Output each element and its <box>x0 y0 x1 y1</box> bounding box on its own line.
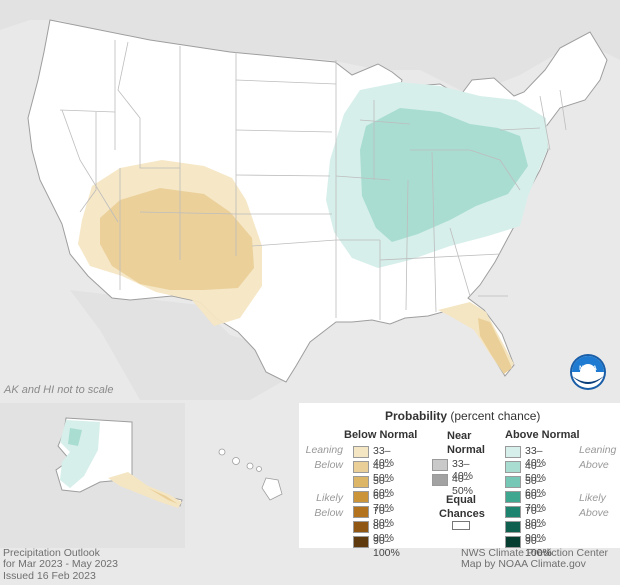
below-normal-swatch <box>353 476 369 488</box>
likely-above-line2: Above <box>579 507 609 519</box>
near-normal-label: 40–50% <box>452 473 474 497</box>
alaska-above-patch-inner <box>68 428 82 446</box>
likely-below-line2: Below <box>314 507 343 519</box>
alaska-below-patch-inner <box>148 488 178 504</box>
below-normal-label: 90–100% <box>373 535 400 559</box>
below-normal-label: 50–60% <box>373 475 395 499</box>
leaning-below-line1: Leaning <box>305 444 343 456</box>
below-normal-swatch <box>353 521 369 533</box>
below-normal-label: 70–80% <box>373 505 395 529</box>
florida-below-normal-40-50 <box>478 318 512 374</box>
above-normal-swatch <box>505 446 521 458</box>
below-normal-swatch <box>353 491 369 503</box>
above-normal-header: Above Normal <box>505 429 580 441</box>
leaning-above-line2: Above <box>579 459 609 471</box>
above-normal-label: 40–50% <box>525 460 547 484</box>
below-normal-header: Below Normal <box>344 429 418 441</box>
scale-note: AK and HI not to scale <box>4 384 114 396</box>
footer-right: NWS Climate Prediction Center Map by NOA… <box>461 547 609 571</box>
legend-panel: Probability (percent chance) Below Norma… <box>299 403 620 559</box>
above-normal-label: 70–80% <box>525 505 547 529</box>
above-normal-swatch <box>505 461 521 473</box>
noaa-logo: NOAA <box>570 354 606 390</box>
hawaii-inset <box>188 403 297 548</box>
near-normal-swatch <box>432 459 448 471</box>
near-header-line2: Normal <box>447 444 485 456</box>
equal-line1: Equal <box>446 494 476 506</box>
canada-land <box>0 0 620 95</box>
above-normal-label: 60–70% <box>525 490 547 514</box>
equal-chances-label: Equal Chances <box>439 493 485 521</box>
footer-left-line1: Precipitation Outlook <box>3 547 100 559</box>
state-borders <box>59 40 567 320</box>
above-normal-label: 90–100% <box>525 535 552 559</box>
below-normal-swatch <box>353 506 369 518</box>
below-normal-label: 33–40% <box>373 445 395 469</box>
mexico-land <box>70 290 285 400</box>
likely-above-label: Likely Above <box>579 491 609 521</box>
alaska-below-patch <box>108 472 182 508</box>
above-normal-swatch <box>505 476 521 488</box>
ohio-valley-above-normal-40-50 <box>360 108 528 242</box>
footer-left: Precipitation Outlook for Mar 2023 - May… <box>3 547 118 582</box>
above-normal-label: 33–40% <box>525 445 547 469</box>
below-normal-swatch <box>353 446 369 458</box>
near-normal-label: 33–40% <box>452 458 474 482</box>
equal-line2: Chances <box>439 508 485 520</box>
leaning-below-label: Leaning Below <box>301 443 343 473</box>
below-normal-swatch <box>353 536 369 548</box>
above-normal-label: 80–90% <box>525 520 547 544</box>
below-normal-label: 60–70% <box>373 490 395 514</box>
below-normal-label: 40–50% <box>373 460 395 484</box>
leaning-above-line1: Leaning <box>579 444 617 456</box>
below-normal-swatch <box>353 461 369 473</box>
near-header-line1: Near <box>447 430 472 442</box>
legend-title-bold: Probability <box>385 409 448 423</box>
near-normal-header: Near Normal <box>447 429 485 457</box>
above-normal-label: 50–60% <box>525 475 547 499</box>
above-normal-swatch <box>505 506 521 518</box>
hawaii-islands <box>218 448 283 501</box>
footer-left-line2: for Mar 2023 - May 2023 <box>3 558 118 571</box>
leaning-below-line2: Below <box>314 459 343 471</box>
likely-below-label: Likely Below <box>301 491 343 521</box>
noaa-logo-text: NOAA <box>579 366 597 372</box>
legend-title: Probability (percent chance) <box>385 409 540 423</box>
above-normal-swatch <box>505 536 521 548</box>
legend-title-rest: (percent chance) <box>450 409 541 423</box>
footer-left-line3: Issued 16 Feb 2023 <box>3 569 96 582</box>
leaning-above-label: Leaning Above <box>579 443 616 473</box>
likely-below-line1: Likely <box>316 492 343 504</box>
footer-right-line1: NWS Climate Prediction Center <box>461 547 609 559</box>
likely-above-line1: Likely <box>579 492 606 504</box>
equal-chances-swatch <box>452 521 470 530</box>
near-normal-swatch <box>432 474 448 486</box>
above-normal-swatch <box>505 491 521 503</box>
above-normal-swatch <box>505 521 521 533</box>
below-normal-label: 80–90% <box>373 520 395 544</box>
footer-right-line2: Map by NOAA Climate.gov <box>461 558 586 571</box>
